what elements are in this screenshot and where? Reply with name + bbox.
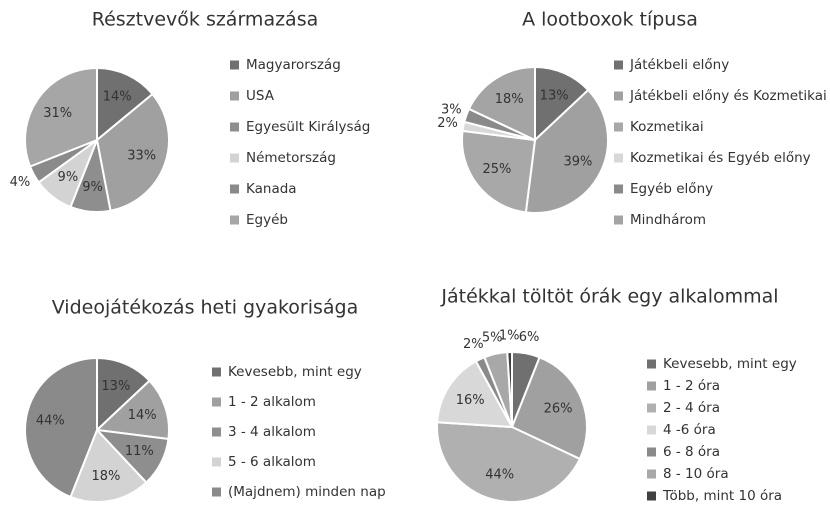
- pie-chart: A lootboxok típusa 13% Játékbeli előny 39% J…: [437, 9, 827, 229]
- pie-slice: [96, 356, 151, 433]
- legend-label: USA: [246, 88, 275, 104]
- legend-label: Kozmetikai és Egyéb előny: [630, 150, 811, 166]
- pie-slice: [436, 421, 582, 503]
- pie-slice: [534, 65, 590, 143]
- data-label: 9%: [82, 180, 103, 195]
- legend-label: 3 - 4 alkalom: [228, 424, 316, 440]
- data-label: 18%: [91, 469, 120, 484]
- data-label: 2%: [463, 337, 484, 352]
- legend-swatch: [614, 184, 623, 194]
- legend-swatch: [230, 153, 239, 163]
- legend-label: Több, mint 10 óra: [662, 488, 782, 504]
- chart-title: Résztvevők származása: [92, 9, 319, 31]
- legend-label: 1 - 2 óra: [663, 378, 720, 394]
- legend-label: Kevesebb, mint egy: [663, 356, 797, 372]
- legend-label: Kevesebb, mint egy: [228, 364, 362, 380]
- legend-label: Egyéb: [246, 212, 288, 228]
- data-label: 33%: [127, 149, 156, 164]
- pie-slice: [467, 65, 536, 142]
- legend-swatch: [614, 215, 623, 225]
- legend-label: Magyarország: [246, 57, 341, 73]
- legend-label: 6 - 8 óra: [663, 444, 720, 460]
- pie-slice: [24, 66, 98, 168]
- legend-label: Mindhárom: [630, 212, 706, 228]
- pie-slice: [506, 350, 513, 428]
- legend-swatch: [647, 359, 656, 369]
- pie-slice: [461, 129, 537, 214]
- legend-swatch: [614, 60, 623, 70]
- legend-swatch: [647, 469, 656, 479]
- legend-label: 5 - 6 alkalom: [228, 454, 316, 470]
- data-label: 9%: [58, 170, 79, 185]
- pie-slice: [524, 88, 609, 214]
- legend-label: 4 -6 óra: [663, 422, 716, 438]
- chart-title: A lootboxok típusa: [522, 9, 698, 31]
- data-label: 18%: [495, 92, 524, 107]
- legend-label: Játékbeli előny: [629, 57, 729, 73]
- chart-title: Játékkal töltöt órák egy alkalommal: [440, 286, 778, 308]
- legend-swatch: [647, 447, 656, 457]
- legend-swatch: [647, 425, 656, 435]
- legend-swatch: [212, 427, 221, 437]
- legend-swatch: [230, 215, 239, 225]
- data-label: 16%: [456, 393, 485, 408]
- data-label: 5%: [482, 331, 503, 346]
- legend-swatch: [212, 397, 221, 407]
- legend-label: (Majdnem) minden nap: [228, 484, 386, 500]
- data-label: 44%: [36, 414, 65, 429]
- legend-swatch: [230, 91, 239, 101]
- pie-slice: [94, 379, 170, 441]
- data-label: 39%: [563, 154, 592, 169]
- data-label: 13%: [540, 88, 569, 103]
- pie-slice: [510, 355, 588, 461]
- legend-label: 8 - 10 óra: [663, 466, 729, 482]
- data-label: 6%: [519, 330, 540, 345]
- data-label: 11%: [125, 444, 154, 459]
- pie-chart: Játékkal töltöt órák egy alkalommal 6% Kev…: [436, 286, 797, 504]
- data-label: 4%: [10, 175, 31, 190]
- legend-swatch: [212, 367, 221, 377]
- data-label: 14%: [128, 408, 157, 423]
- data-label: 26%: [544, 401, 573, 416]
- legend-label: Kanada: [246, 181, 297, 197]
- legend-swatch: [212, 457, 221, 467]
- pie-slice: [436, 359, 514, 429]
- pie-slice: [24, 356, 98, 499]
- data-label: 14%: [103, 90, 132, 105]
- legend-label: 1 - 2 alkalom: [228, 394, 316, 410]
- legend-label: Németország: [246, 150, 336, 166]
- legend-swatch: [614, 122, 623, 132]
- legend-swatch: [614, 91, 623, 101]
- legend-swatch: [230, 122, 239, 132]
- pie-slice: [96, 66, 154, 143]
- data-label: 2%: [437, 116, 458, 131]
- legend-swatch: [230, 184, 239, 194]
- pie-slice: [95, 92, 170, 212]
- data-label: 13%: [101, 379, 130, 394]
- data-label: 44%: [485, 467, 514, 482]
- legend-label: Kozmetikai: [630, 119, 704, 135]
- legend-swatch: [647, 491, 656, 501]
- legend-swatch: [614, 153, 623, 163]
- legend-swatch: [647, 381, 656, 391]
- data-label: 31%: [43, 106, 72, 121]
- data-label: 25%: [482, 162, 511, 177]
- pie-chart: Videojátékozás heti gyakorisága 13% Kevese…: [24, 297, 386, 503]
- legend-label: 2 - 4 óra: [663, 400, 720, 416]
- pie-slice: [69, 428, 148, 503]
- legend-swatch: [647, 403, 656, 413]
- chart-title: Videojátékozás heti gyakorisága: [52, 297, 359, 319]
- legend-label: Egyesült Királyság: [246, 119, 370, 135]
- data-label: 3%: [441, 102, 462, 117]
- legend-swatch: [230, 60, 239, 70]
- pie-chart: Résztvevők származása 14% Magyarország 33% U…: [10, 9, 371, 229]
- legend-swatch: [212, 487, 221, 497]
- data-label: 1%: [499, 329, 520, 344]
- legend-label: Játékbeli előny és Kozmetikai: [629, 88, 827, 104]
- legend-label: Egyéb előny: [630, 181, 713, 197]
